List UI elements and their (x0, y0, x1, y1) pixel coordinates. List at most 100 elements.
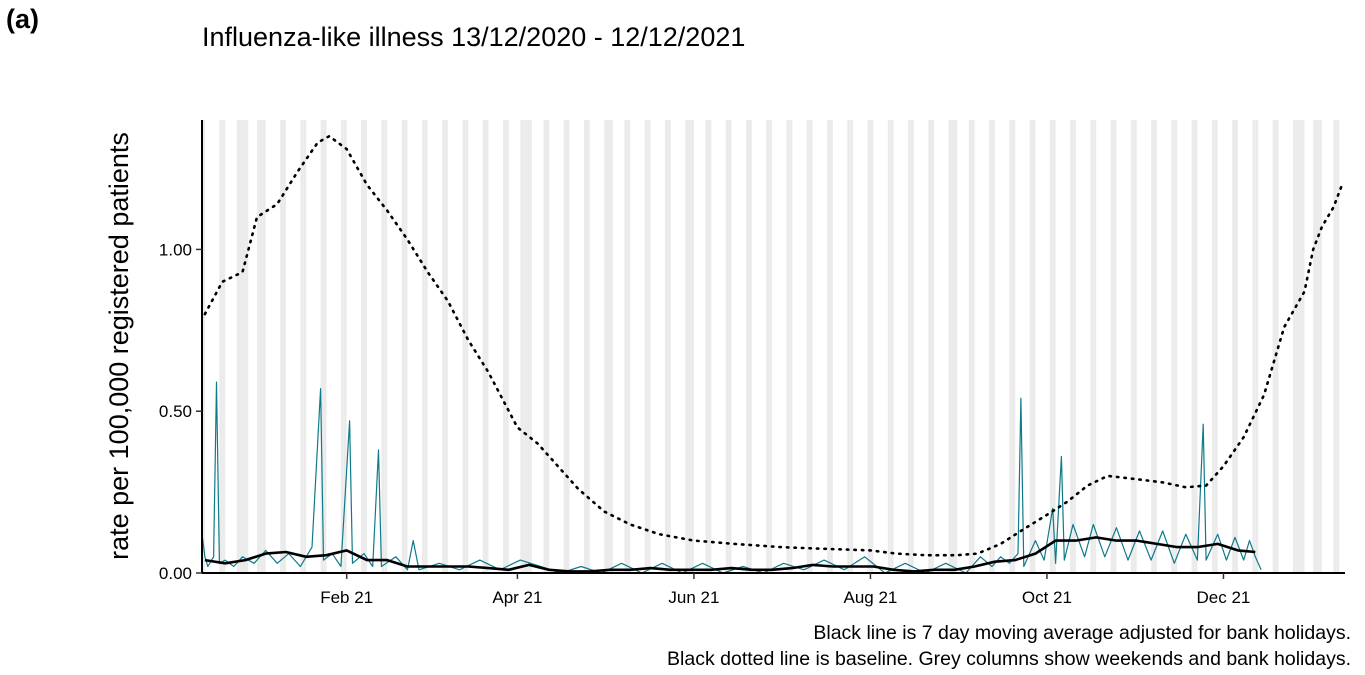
shade-column (1298, 120, 1302, 573)
y-tick-label: 0.50 (159, 402, 192, 421)
shade-column (1012, 120, 1016, 573)
shade-column (1272, 120, 1276, 573)
shade-column (528, 120, 532, 573)
shade-column (259, 120, 263, 573)
shade-column (968, 120, 972, 573)
shade-column (664, 120, 668, 573)
shade-column (1133, 120, 1137, 573)
x-tick-label: Dec 21 (1197, 588, 1251, 607)
shade-column (523, 120, 527, 573)
shade-column (827, 120, 830, 573)
shade-column (505, 120, 509, 573)
shade-column (910, 120, 914, 573)
shade-column (1029, 120, 1033, 573)
shade-column (644, 120, 648, 573)
shade-column (850, 120, 854, 573)
shade-column (239, 120, 243, 573)
shade-column (725, 120, 729, 573)
y-tick-label: 1.00 (159, 240, 192, 259)
shade-column (685, 120, 689, 573)
y-ticks: 0.00 0.50 1.00 (159, 240, 202, 583)
shade-column (236, 120, 240, 573)
shade-column (202, 120, 205, 573)
shade-column (1130, 120, 1134, 573)
shade-column (948, 120, 952, 573)
shade-column (1049, 120, 1053, 573)
shade-column (610, 120, 613, 573)
shade-column (931, 120, 935, 573)
shade-column (954, 120, 958, 573)
shade-column (381, 120, 385, 573)
shade-column (1235, 120, 1238, 573)
shade-column (604, 120, 608, 573)
shade-column (340, 120, 344, 573)
shade-column (1255, 120, 1259, 573)
series-baseline-dotted (203, 134, 1344, 557)
shade-column (1275, 120, 1279, 573)
x-tick-label: Oct 21 (1022, 588, 1072, 607)
shade-column (887, 120, 891, 573)
shade-column (989, 120, 992, 573)
shade-column (908, 120, 911, 573)
shade-column (1316, 120, 1319, 573)
shade-column (445, 120, 448, 573)
shade-column (769, 120, 773, 573)
shade-column (789, 120, 793, 573)
shade-column (222, 120, 226, 573)
shade-column (991, 120, 995, 573)
shade-column (442, 120, 446, 573)
shade-column (667, 120, 671, 573)
shade-column (705, 120, 709, 573)
shade-column (809, 120, 813, 573)
shade-column (1070, 120, 1073, 573)
shade-column (343, 120, 347, 573)
shade-column (303, 120, 307, 573)
shade-column (401, 120, 405, 573)
shade-column (262, 120, 266, 573)
shade-column (691, 120, 694, 573)
shade-column (1113, 120, 1117, 573)
shade-column (748, 120, 752, 573)
x-tick-label: Jun 21 (668, 588, 719, 607)
shade-column (1093, 120, 1097, 573)
shade-column (1333, 120, 1337, 573)
shade-column (526, 120, 529, 573)
shade-column (746, 120, 749, 573)
shade-column (870, 120, 874, 573)
shade-column (543, 120, 547, 573)
shade-column (465, 120, 469, 573)
shade-column (708, 120, 712, 573)
x-tick-label: Aug 21 (843, 588, 897, 607)
shade-column (245, 120, 249, 573)
caption-moving-average: Black line is 7 day moving average adjus… (813, 622, 1351, 644)
y-axis-label: rate per 100,000 registered patients (104, 132, 134, 560)
series-moving-average (204, 536, 1256, 573)
shade-column (951, 120, 955, 573)
shade-column (1295, 120, 1299, 573)
shade-column (566, 120, 570, 573)
shade-column (1171, 120, 1175, 573)
shade-column (1072, 120, 1076, 573)
shade-column (728, 120, 732, 573)
weekend-shading (202, 120, 1340, 573)
shade-column (361, 120, 365, 573)
shade-column (688, 120, 692, 573)
shade-column (766, 120, 770, 573)
shade-column (607, 120, 611, 573)
shade-column (421, 120, 425, 573)
shade-column (1214, 120, 1218, 573)
shade-column (1211, 120, 1215, 573)
shade-column (563, 120, 567, 573)
shade-column (1151, 120, 1155, 573)
shade-column (1052, 120, 1056, 573)
x-tick-label: Feb 21 (320, 588, 373, 607)
shade-column (1313, 120, 1317, 573)
shade-column (1336, 120, 1340, 573)
shade-column (1154, 120, 1157, 573)
shade-column (786, 120, 790, 573)
shade-column (462, 120, 466, 573)
shade-column (546, 120, 550, 573)
shade-column (624, 120, 628, 573)
shade-column (1292, 120, 1296, 573)
